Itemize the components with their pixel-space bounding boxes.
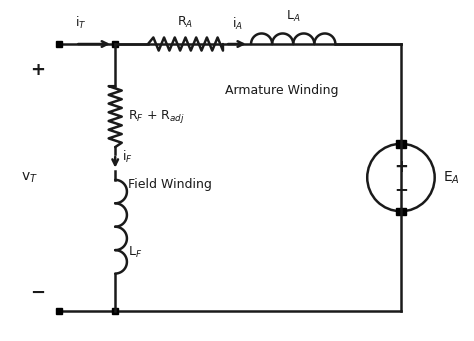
Text: Armature Winding: Armature Winding [225, 84, 338, 97]
Text: E$_A$: E$_A$ [443, 169, 460, 186]
Text: i$_A$: i$_A$ [231, 16, 243, 32]
Text: −: − [394, 180, 408, 198]
Bar [396, 208, 406, 215]
Text: +: + [30, 61, 46, 79]
Bar [396, 140, 406, 148]
Text: v$_T$: v$_T$ [21, 170, 38, 185]
Text: L$_A$: L$_A$ [286, 9, 301, 24]
Text: i$_T$: i$_T$ [75, 15, 87, 31]
Text: R$_F$ + R$_{adj}$: R$_F$ + R$_{adj}$ [128, 108, 185, 125]
Text: −: − [30, 284, 46, 302]
Text: i$_F$: i$_F$ [122, 149, 133, 165]
Text: +: + [394, 158, 408, 176]
Text: L$_F$: L$_F$ [128, 244, 143, 260]
Text: R$_A$: R$_A$ [177, 15, 193, 30]
Text: Field Winding: Field Winding [128, 178, 212, 191]
